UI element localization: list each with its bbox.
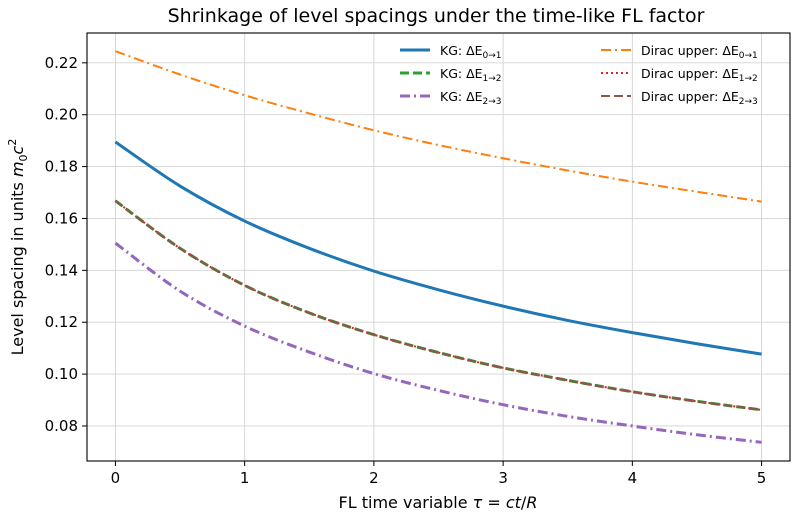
y-tick-label: 0.14 — [45, 261, 78, 279]
chart-title: Shrinkage of level spacings under the ti… — [168, 5, 705, 27]
x-tick-label: 5 — [757, 469, 767, 487]
legend-label-4: Dirac upper: ΔE1→2 — [641, 66, 758, 84]
legend-label-main: KG: ΔE — [440, 66, 483, 81]
series-line-6 — [114, 200, 762, 411]
legend-label-sub: 0→1 — [483, 51, 502, 61]
y-tick-label: 0.18 — [45, 158, 78, 176]
legend-label-6: Dirac upper: ΔE2→3 — [641, 89, 758, 107]
series-layer — [114, 50, 762, 444]
x-axis-label: FL time variable τ = ct/R — [339, 493, 538, 512]
x-tick-label: 4 — [628, 469, 638, 487]
legend-label-main: Dirac upper: ΔE — [641, 89, 739, 104]
y-tick-label: 0.16 — [45, 209, 78, 227]
y-tick-label: 0.12 — [45, 313, 78, 331]
legend-label-1: KG: ΔE0→1 — [440, 43, 502, 61]
tick-layer: 0 1 2 3 4 5 0.08 0.10 0.12 0.14 0.16 0.18 0.20 0.22 — [45, 54, 767, 487]
series-line-3 — [114, 199, 762, 412]
legend-label-main: Dirac upper: ΔE — [641, 66, 739, 81]
legend-label-sub: 2→3 — [739, 97, 758, 107]
legend-label-sub: 2→3 — [483, 97, 502, 107]
y-tick-label: 0.20 — [45, 106, 78, 124]
x-tick-label: 1 — [240, 469, 250, 487]
x-tick-label: 3 — [498, 469, 508, 487]
legend-label-main: KG: ΔE — [440, 89, 483, 104]
plot-frame — [86, 32, 791, 462]
legend-label-main: KG: ΔE — [440, 43, 483, 58]
x-tick-label: 2 — [369, 469, 379, 487]
x-tick-label: 0 — [111, 469, 121, 487]
series-line-1 — [114, 140, 762, 356]
legend-label-sub: 1→2 — [483, 74, 502, 84]
legend-label-5: KG: ΔE2→3 — [440, 89, 502, 107]
series-line-5 — [114, 241, 762, 444]
legend-label-sub: 1→2 — [739, 74, 758, 84]
legend-label-main: Dirac upper: ΔE — [641, 43, 739, 58]
legend-label-3: KG: ΔE1→2 — [440, 66, 502, 84]
grid-lines — [87, 33, 790, 461]
y-tick-label: 0.22 — [45, 54, 78, 72]
y-tick-label: 0.08 — [45, 417, 78, 435]
y-axis-label: Level spacing in units m0c2 — [6, 139, 30, 356]
series-line-4 — [114, 200, 762, 411]
legend-label-2: Dirac upper: ΔE0→1 — [641, 43, 758, 61]
legend: KG: ΔE0→1 Dirac upper: ΔE0→1KG: ΔE1→2 Dira… — [400, 43, 758, 107]
y-tick-label: 0.10 — [45, 365, 78, 383]
legend-label-sub: 0→1 — [739, 51, 758, 61]
